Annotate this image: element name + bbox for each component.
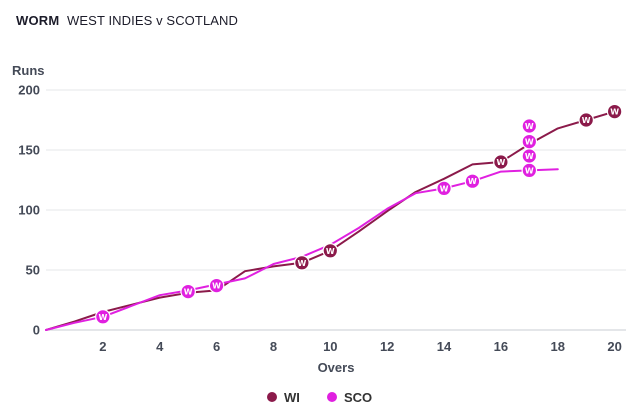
wicket-marker-sco[interactable]: W	[95, 308, 111, 325]
y-tick-label: 50	[26, 263, 40, 278]
x-tick-label: 4	[156, 339, 164, 354]
y-tick-label: 150	[18, 143, 40, 158]
wicket-marker-dot	[208, 277, 225, 294]
wicket-marker-dot	[180, 283, 196, 300]
wicket-marker-sco[interactable]: W	[521, 133, 538, 150]
x-tick-label: 10	[323, 339, 337, 354]
y-tick-label: 0	[33, 323, 40, 338]
legend-item-wi[interactable]: WI	[267, 390, 300, 405]
wicket-marker-sco[interactable]: W	[180, 283, 196, 300]
wicket-marker-label: W	[525, 152, 534, 161]
wicket-marker-label: W	[184, 288, 193, 297]
wicket-marker-label: W	[440, 184, 449, 193]
wicket-marker-label: W	[326, 247, 335, 256]
legend-label: WI	[284, 390, 300, 405]
x-tick-label: 8	[270, 339, 277, 354]
wicket-marker-sco[interactable]: W	[464, 173, 481, 189]
x-tick-label: 18	[551, 339, 565, 354]
wicket-marker-dot	[606, 103, 623, 120]
wicket-marker-dot	[294, 254, 310, 271]
x-tick-label: 12	[380, 339, 394, 354]
legend-label: SCO	[344, 390, 372, 405]
wicket-marker-label: W	[525, 138, 534, 147]
wicket-marker-dot	[578, 112, 594, 128]
x-tick-label: 14	[437, 339, 452, 354]
wicket-marker-label: W	[525, 122, 534, 131]
y-axis-title: Runs	[12, 63, 45, 78]
wicket-marker-dot	[521, 118, 538, 134]
wicket-marker-dot	[521, 133, 538, 150]
x-tick-label: 20	[607, 339, 621, 354]
wicket-marker-sco[interactable]: W	[436, 180, 452, 197]
legend-swatch	[327, 392, 337, 402]
wicket-marker-label: W	[496, 158, 505, 167]
wicket-marker-label: W	[468, 177, 477, 186]
wicket-marker-label: W	[582, 116, 591, 125]
wicket-marker-dot	[436, 180, 452, 197]
chart-header: WORM WEST INDIES v SCOTLAND	[16, 13, 238, 28]
wicket-marker-dot	[464, 173, 481, 189]
wicket-marker-wi[interactable]: W	[322, 243, 339, 259]
wicket-marker-dot	[95, 308, 111, 325]
x-tick-label: 6	[213, 339, 220, 354]
wicket-marker-label: W	[297, 259, 306, 268]
wicket-marker-sco[interactable]: W	[521, 118, 538, 134]
wicket-marker-sco[interactable]: W	[521, 148, 538, 164]
wicket-marker-sco[interactable]: W	[208, 277, 225, 294]
x-tick-label: 2	[99, 339, 106, 354]
chart-title: WORM	[16, 13, 60, 28]
legend-item-sco[interactable]: SCO	[327, 390, 372, 405]
wicket-marker-label: W	[98, 313, 107, 322]
wicket-marker-label: W	[525, 166, 534, 175]
wicket-marker-sco[interactable]: W	[521, 162, 538, 179]
wicket-marker-label: W	[610, 108, 619, 117]
wicket-marker-dot	[493, 154, 509, 170]
y-tick-label: 100	[18, 203, 40, 218]
legend-swatch	[267, 392, 277, 402]
wicket-marker-wi[interactable]: W	[493, 154, 509, 170]
x-tick-label: 16	[494, 339, 508, 354]
wicket-marker-wi[interactable]: W	[294, 254, 310, 271]
wicket-marker-wi[interactable]: W	[578, 112, 594, 128]
series-line-sco	[45, 168, 559, 331]
x-axis-title: Overs	[318, 360, 355, 375]
y-tick-label: 200	[18, 83, 40, 98]
wicket-marker-dot	[322, 243, 339, 259]
wicket-marker-label: W	[212, 282, 221, 291]
wicket-marker-wi[interactable]: W	[606, 103, 623, 120]
match-title: WEST INDIES v SCOTLAND	[67, 13, 239, 28]
